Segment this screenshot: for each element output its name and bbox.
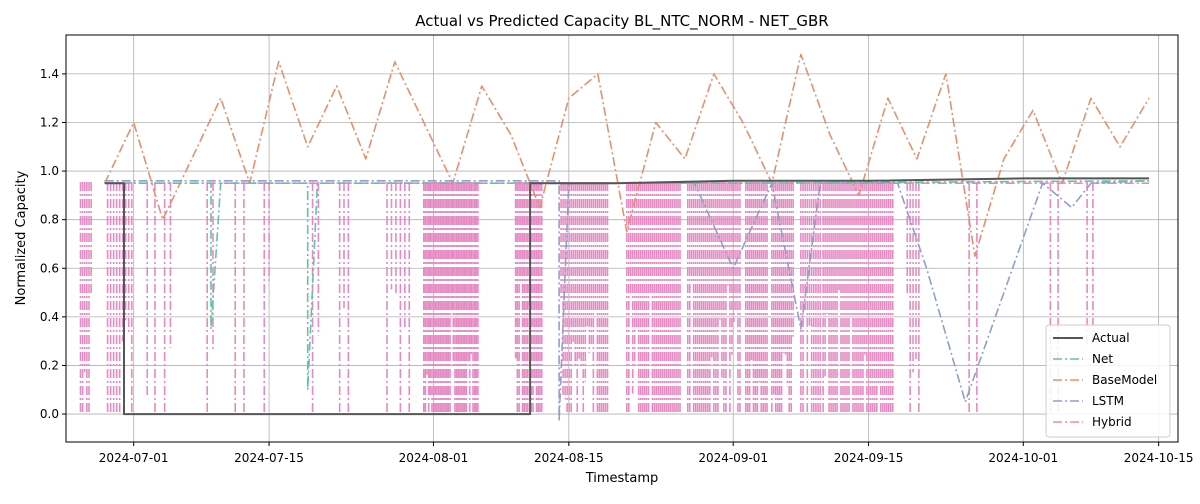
series-lstm-line xyxy=(104,180,1150,423)
y-tick-label: 0.4 xyxy=(40,310,59,324)
x-tick-label: 2024-10-01 xyxy=(988,451,1058,465)
y-tick-label: 0.0 xyxy=(40,407,59,421)
x-tick-label: 2024-08-15 xyxy=(534,451,604,465)
y-tick-label: 0.2 xyxy=(40,358,59,372)
hybrid-dropouts xyxy=(79,182,1094,415)
legend-label-actual: Actual xyxy=(1092,331,1130,345)
y-axis-ticks: 0.0 0.2 0.4 0.6 0.8 1.0 1.2 1.4 xyxy=(40,67,66,421)
legend-label-net: Net xyxy=(1092,352,1113,366)
x-tick-label: 2024-07-15 xyxy=(234,451,304,465)
series-actual-line xyxy=(104,177,1149,416)
y-tick-label: 0.8 xyxy=(40,213,59,227)
y-tick-label: 1.4 xyxy=(40,67,59,81)
grid-layer xyxy=(66,35,1178,442)
series-basemodel-line xyxy=(103,53,1150,257)
x-tick-label: 2024-07-01 xyxy=(99,451,169,465)
x-tick-label: 2024-10-15 xyxy=(1124,451,1194,465)
y-tick-label: 1.2 xyxy=(40,115,59,129)
x-tick-label: 2024-09-01 xyxy=(698,451,768,465)
legend-box xyxy=(1045,324,1171,438)
x-tick-label: 2024-08-01 xyxy=(399,451,469,465)
y-tick-label: 1.0 xyxy=(40,164,59,178)
x-axis-ticks: 2024-07-01 2024-07-15 2024-08-01 2024-08-15… xyxy=(99,442,1194,465)
x-tick-label: 2024-09-15 xyxy=(834,451,904,465)
legend-label-hybrid: Hybrid xyxy=(1092,415,1132,429)
legend-label-basemodel: BaseModel xyxy=(1092,373,1157,387)
chart-title: Actual vs Predicted Capacity BL_NTC_NORM… xyxy=(415,12,828,31)
x-axis-label: Timestamp xyxy=(585,471,659,486)
legend-label-lstm: LSTM xyxy=(1092,394,1124,408)
y-axis-label: Normalized Capacity xyxy=(14,170,29,305)
plot-frame xyxy=(65,34,1179,443)
legend: Actual Net BaseModel LSTM Hybrid xyxy=(1045,324,1171,438)
series-layer xyxy=(103,53,1150,423)
y-tick-label: 0.6 xyxy=(40,261,59,275)
